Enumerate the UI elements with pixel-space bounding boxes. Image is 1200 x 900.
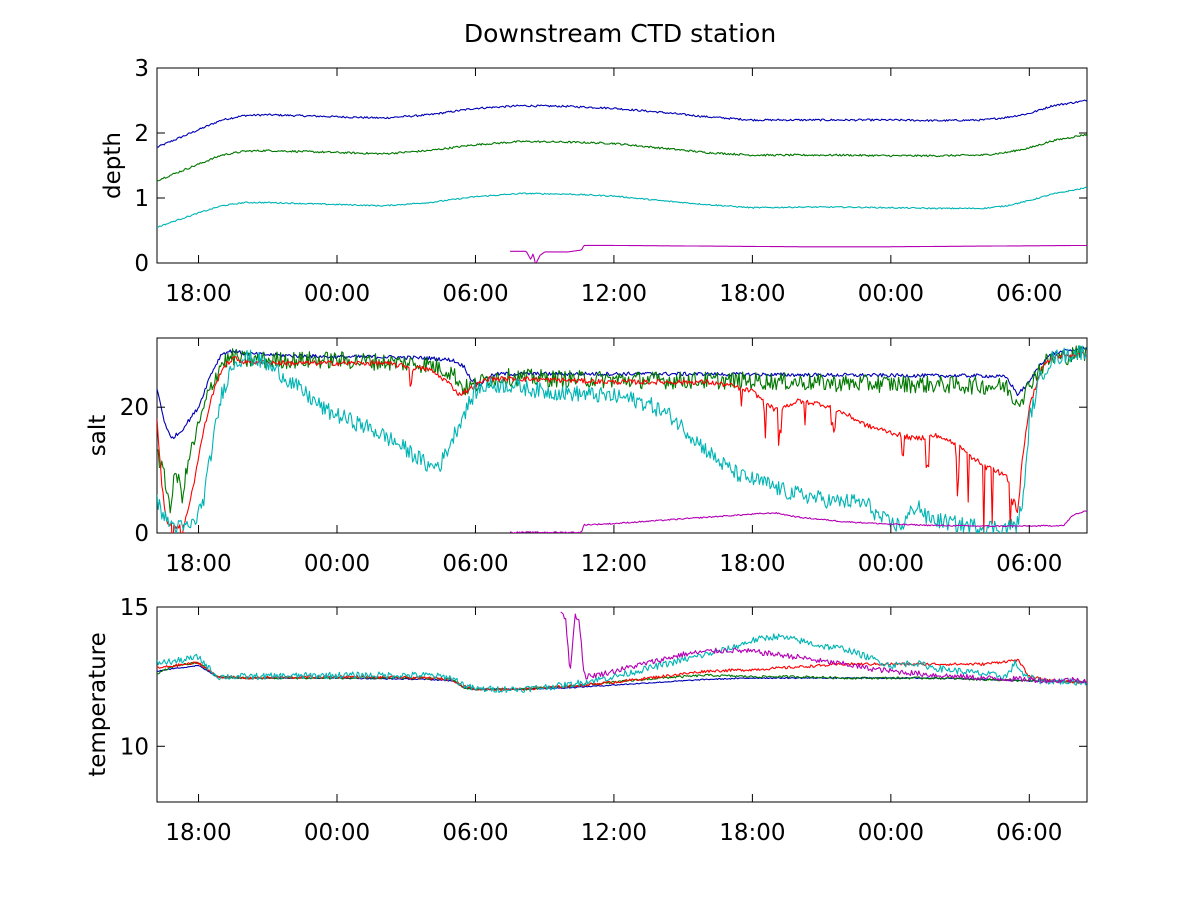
series-line-5 bbox=[560, 611, 1087, 684]
x-tick-label: 12:00 bbox=[581, 281, 647, 307]
x-tick-label: 06:00 bbox=[996, 551, 1062, 577]
x-tick-label: 00:00 bbox=[858, 551, 924, 577]
y-tick-label: 0 bbox=[134, 251, 149, 277]
y-tick-label: 0 bbox=[134, 521, 149, 547]
series-line-1 bbox=[157, 99, 1087, 148]
panel-salt: 18:00 00:00 06:00 12:00 18:00 00:00 06:00 0 20 sa… bbox=[85, 337, 1088, 577]
y-axis-label: depth bbox=[100, 132, 126, 199]
x-tick-label: 06:00 bbox=[442, 551, 508, 577]
y-tick-label: 15 bbox=[120, 595, 149, 621]
y-axis-label: temperature bbox=[85, 632, 111, 777]
series-group bbox=[157, 345, 1087, 533]
panel-temperature: 18:00 00:00 06:00 12:00 18:00 00:00 06:00 10 15 t… bbox=[85, 595, 1088, 846]
series-line-3 bbox=[157, 186, 1087, 229]
y-axis-label: salt bbox=[85, 415, 111, 457]
series-line-4 bbox=[157, 633, 1087, 694]
x-tick-label: 12:00 bbox=[581, 551, 647, 577]
y-tick-label: 20 bbox=[120, 395, 149, 421]
series-line-5 bbox=[509, 510, 1087, 533]
plot-area bbox=[156, 606, 1088, 803]
series-group bbox=[157, 611, 1087, 694]
panel-depth: 18:00 00:00 06:00 12:00 18:00 00:00 06:00 0 1 2 3 d… bbox=[100, 56, 1088, 307]
x-tick-label: 06:00 bbox=[996, 820, 1062, 846]
plot-area bbox=[156, 337, 1088, 534]
x-tick-label: 18:00 bbox=[719, 820, 785, 846]
x-tick-label: 06:00 bbox=[442, 820, 508, 846]
x-tick-label: 18:00 bbox=[165, 820, 231, 846]
x-tick-label: 18:00 bbox=[719, 551, 785, 577]
plot-area bbox=[156, 67, 1088, 264]
series-line-2 bbox=[157, 133, 1087, 182]
series-line-4 bbox=[510, 244, 1087, 263]
x-tick-label: 00:00 bbox=[858, 820, 924, 846]
x-tick-label: 12:00 bbox=[581, 820, 647, 846]
y-tick-label: 1 bbox=[134, 186, 149, 212]
series-line-3 bbox=[157, 351, 1087, 533]
x-tick-label: 00:00 bbox=[304, 820, 370, 846]
series-group bbox=[157, 99, 1087, 263]
x-tick-label: 00:00 bbox=[858, 281, 924, 307]
axes-layer: 18:00 00:00 06:00 12:00 18:00 00:00 06:00 0 1 2 3 d… bbox=[85, 56, 1088, 846]
x-tick-label: 06:00 bbox=[442, 281, 508, 307]
y-tick-label: 10 bbox=[120, 734, 149, 760]
x-tick-label: 06:00 bbox=[996, 281, 1062, 307]
y-tick-label: 2 bbox=[134, 121, 149, 147]
x-tick-label: 18:00 bbox=[719, 281, 785, 307]
x-tick-label: 18:00 bbox=[165, 551, 231, 577]
x-tick-label: 18:00 bbox=[165, 281, 231, 307]
y-tick-label: 3 bbox=[134, 56, 149, 82]
x-tick-label: 00:00 bbox=[304, 281, 370, 307]
x-tick-label: 00:00 bbox=[304, 551, 370, 577]
figure-title: Downstream CTD station bbox=[464, 19, 776, 48]
series-line-4 bbox=[157, 345, 1087, 533]
